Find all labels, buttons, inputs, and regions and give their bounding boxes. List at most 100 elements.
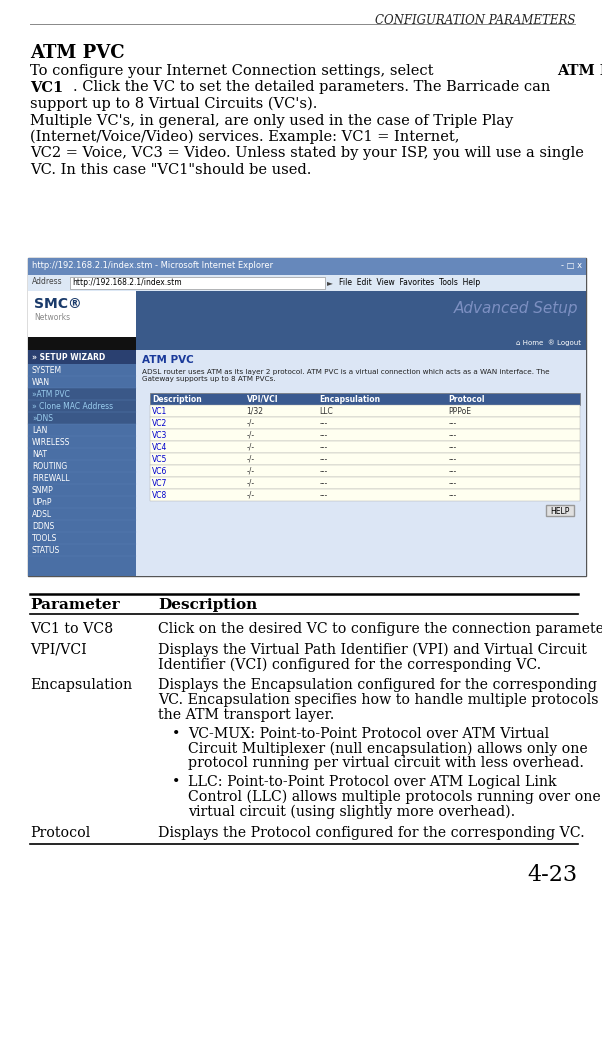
Text: -/-: -/-	[247, 491, 255, 500]
Text: To configure your Internet Connection settings, select: To configure your Internet Connection se…	[30, 64, 438, 78]
Text: WAN: WAN	[32, 378, 50, 387]
Text: VC-MUX: Point-to-Point Protocol over ATM Virtual: VC-MUX: Point-to-Point Protocol over ATM…	[188, 727, 549, 741]
FancyBboxPatch shape	[28, 496, 136, 508]
FancyBboxPatch shape	[28, 424, 136, 436]
FancyBboxPatch shape	[70, 277, 325, 289]
FancyBboxPatch shape	[150, 453, 580, 465]
FancyBboxPatch shape	[150, 417, 580, 429]
Text: Click on the desired VC to configure the connection parameters.: Click on the desired VC to configure the…	[158, 622, 602, 636]
FancyBboxPatch shape	[150, 465, 580, 477]
Text: ►: ►	[327, 278, 333, 287]
Text: Protocol: Protocol	[30, 825, 90, 840]
Text: http://192.168.2.1/index.stm - Microsoft Internet Explorer: http://192.168.2.1/index.stm - Microsoft…	[32, 260, 273, 270]
Text: NAT: NAT	[32, 450, 47, 458]
Text: protocol running per virtual circuit with less overhead.: protocol running per virtual circuit wit…	[188, 756, 584, 770]
Text: CONFIGURATION PARAMETERS: CONFIGURATION PARAMETERS	[374, 14, 575, 27]
FancyBboxPatch shape	[28, 364, 136, 376]
Text: Displays the Virtual Path Identifier (VPI) and Virtual Circuit: Displays the Virtual Path Identifier (VP…	[158, 643, 587, 658]
Text: HELP: HELP	[550, 507, 569, 516]
Text: LAN: LAN	[32, 426, 48, 435]
Text: VC2: VC2	[152, 419, 167, 428]
Text: ADSL router uses ATM as its layer 2 protocol. ATM PVC is a virtual connection wh: ADSL router uses ATM as its layer 2 prot…	[142, 369, 550, 382]
Text: VC2 = Voice, VC3 = Video. Unless stated by your ISP, you will use a single: VC2 = Voice, VC3 = Video. Unless stated …	[30, 147, 584, 160]
FancyBboxPatch shape	[150, 489, 580, 501]
FancyBboxPatch shape	[28, 532, 136, 544]
Text: 1/32: 1/32	[247, 407, 264, 416]
Text: Networks: Networks	[34, 313, 70, 322]
FancyBboxPatch shape	[28, 472, 136, 483]
Text: ROUTING: ROUTING	[32, 462, 67, 471]
Text: Identifier (VCI) configured for the corresponding VC.: Identifier (VCI) configured for the corr…	[158, 658, 541, 672]
FancyBboxPatch shape	[28, 376, 136, 388]
Text: VC4: VC4	[152, 443, 167, 452]
Text: Multiple VC's, in general, are only used in the case of Triple Play: Multiple VC's, in general, are only used…	[30, 114, 514, 127]
FancyBboxPatch shape	[28, 291, 586, 337]
Text: VC7: VC7	[152, 479, 167, 488]
FancyBboxPatch shape	[28, 544, 136, 556]
Text: ---: ---	[320, 479, 328, 488]
Text: ---: ---	[448, 443, 457, 452]
FancyBboxPatch shape	[28, 275, 586, 291]
FancyBboxPatch shape	[28, 388, 136, 400]
Text: -/-: -/-	[247, 443, 255, 452]
Text: Displays the Encapsulation configured for the corresponding: Displays the Encapsulation configured fo…	[158, 678, 597, 692]
Text: ---: ---	[320, 419, 328, 428]
FancyBboxPatch shape	[150, 405, 580, 417]
Text: VC5: VC5	[152, 455, 167, 464]
Text: ---: ---	[448, 419, 457, 428]
Text: Description: Description	[152, 395, 202, 404]
FancyBboxPatch shape	[28, 258, 586, 576]
FancyBboxPatch shape	[150, 477, 580, 489]
Text: ATM PVC: ATM PVC	[142, 355, 194, 365]
Text: (Internet/Voice/Video) services. Example: VC1 = Internet,: (Internet/Voice/Video) services. Example…	[30, 130, 459, 145]
Text: VC6: VC6	[152, 467, 167, 476]
FancyBboxPatch shape	[546, 505, 574, 516]
FancyBboxPatch shape	[28, 436, 136, 448]
FancyBboxPatch shape	[28, 520, 136, 532]
Text: TOOLS: TOOLS	[32, 534, 57, 543]
Text: STATUS: STATUS	[32, 546, 60, 555]
FancyBboxPatch shape	[28, 508, 136, 520]
Text: VC. In this case "VC1"should be used.: VC. In this case "VC1"should be used.	[30, 163, 311, 177]
Text: »DNS: »DNS	[32, 414, 53, 423]
Text: -/-: -/-	[247, 431, 255, 440]
Text: the ATM transport layer.: the ATM transport layer.	[158, 708, 334, 722]
Text: VC1: VC1	[30, 80, 63, 95]
Text: . Click the VC to set the detailed parameters. The Barricade can: . Click the VC to set the detailed param…	[73, 80, 550, 95]
Text: Description: Description	[158, 598, 257, 612]
Text: Advanced Setup: Advanced Setup	[453, 301, 578, 316]
Text: ---: ---	[320, 467, 328, 476]
Text: WIRELESS: WIRELESS	[32, 438, 70, 447]
Text: UPnP: UPnP	[32, 498, 52, 507]
Text: VPI/VCI: VPI/VCI	[30, 643, 87, 656]
Text: ---: ---	[320, 455, 328, 464]
Text: support up to 8 Virtual Circuits (VC's).: support up to 8 Virtual Circuits (VC's).	[30, 97, 317, 111]
Text: http://192.168.2.1/index.stm: http://192.168.2.1/index.stm	[72, 278, 182, 287]
Text: » Clone MAC Address: » Clone MAC Address	[32, 402, 113, 411]
FancyBboxPatch shape	[28, 350, 136, 364]
Text: DDNS: DDNS	[32, 522, 54, 531]
Text: -/-: -/-	[247, 467, 255, 476]
Text: ---: ---	[320, 431, 328, 440]
Text: ---: ---	[448, 455, 457, 464]
Text: SMC®: SMC®	[34, 297, 82, 311]
Text: SNMP: SNMP	[32, 486, 54, 495]
Text: LLC: Point-to-Point Protocol over ATM Logical Link: LLC: Point-to-Point Protocol over ATM Lo…	[188, 775, 556, 789]
Text: 4-23: 4-23	[528, 865, 578, 887]
Text: VPI/VCI: VPI/VCI	[247, 395, 278, 404]
Text: Circuit Multiplexer (null encapsulation) allows only one: Circuit Multiplexer (null encapsulation)…	[188, 742, 588, 756]
Text: Encapsulation: Encapsulation	[30, 678, 132, 692]
Text: Displays the Protocol configured for the corresponding VC.: Displays the Protocol configured for the…	[158, 825, 585, 840]
Text: virtual circuit (using slightly more overhead).: virtual circuit (using slightly more ove…	[188, 804, 515, 819]
Text: ADSL: ADSL	[32, 510, 52, 519]
Text: Control (LLC) allows multiple protocols running over one: Control (LLC) allows multiple protocols …	[188, 790, 601, 804]
Text: VC. Encapsulation specifies how to handle multiple protocols at: VC. Encapsulation specifies how to handl…	[158, 693, 602, 708]
Text: ---: ---	[448, 467, 457, 476]
Text: -/-: -/-	[247, 479, 255, 488]
Text: ---: ---	[448, 491, 457, 500]
Text: Encapsulation: Encapsulation	[320, 395, 381, 404]
Text: VC8: VC8	[152, 491, 167, 500]
FancyBboxPatch shape	[136, 350, 586, 576]
Text: Address: Address	[32, 277, 63, 286]
Text: Parameter: Parameter	[30, 598, 120, 612]
